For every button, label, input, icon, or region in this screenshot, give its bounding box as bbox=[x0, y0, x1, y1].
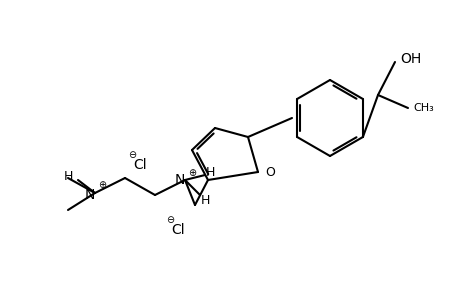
Text: ⊕: ⊕ bbox=[98, 180, 106, 190]
Text: H: H bbox=[200, 194, 209, 206]
Text: ⊕: ⊕ bbox=[188, 168, 196, 178]
Text: N: N bbox=[84, 188, 95, 202]
Text: N: N bbox=[174, 173, 185, 187]
Text: ⊖: ⊖ bbox=[128, 150, 136, 160]
Text: H: H bbox=[205, 166, 214, 178]
Text: H: H bbox=[63, 169, 73, 182]
Text: Cl: Cl bbox=[133, 158, 146, 172]
Text: OH: OH bbox=[399, 52, 420, 66]
Text: Cl: Cl bbox=[171, 223, 185, 237]
Text: ⊖: ⊖ bbox=[166, 215, 174, 225]
Text: CH₃: CH₃ bbox=[412, 103, 433, 113]
Text: O: O bbox=[264, 166, 274, 178]
